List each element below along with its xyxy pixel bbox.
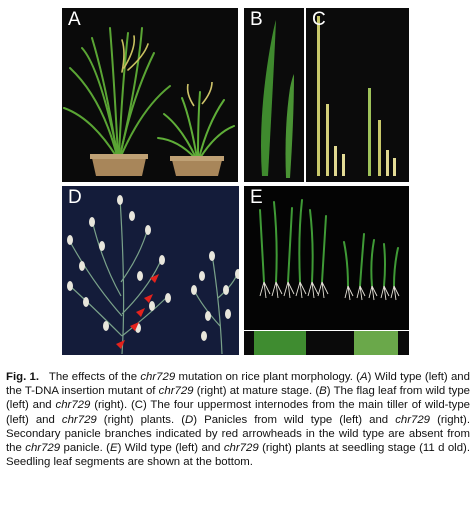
panel-b-flag-leaf: B (244, 8, 304, 182)
red-arrowhead-marker (130, 322, 139, 331)
mature-plants-photo (63, 27, 235, 176)
caption-text: ) Panicles from wild type (left) and (193, 413, 396, 426)
panel-label-e: E (250, 187, 263, 208)
caption-text: (right). (C) The four uppermost internod… (6, 399, 470, 426)
red-arrowhead-marker (136, 308, 145, 317)
internodes-photo (317, 16, 396, 176)
caption-text: ) The flag leaf from wild type (left) an… (6, 385, 470, 412)
gene-name: chr729 (61, 413, 97, 426)
seedling-leaf-segments (244, 331, 409, 355)
gene-name: chr729 (223, 442, 259, 455)
panel-ref-a: A (359, 371, 368, 383)
panel-ref-e: E (109, 442, 118, 455)
caption-text: ) Wild type (left) and (117, 442, 224, 455)
seedlings-photo (259, 199, 400, 301)
panel-label-a: A (68, 9, 81, 30)
panel-a-mature-plants: A (62, 8, 238, 182)
gene-name: chr729 (140, 371, 176, 383)
panel-label-b: B (250, 9, 263, 30)
caption-text: The effects of the (48, 371, 141, 383)
panel-label-d: D (68, 187, 82, 208)
caption-text: ) Wild type (left) and the T-DNA inserti… (6, 371, 470, 398)
caption-text: (right). Secondary panicle branches indi… (6, 413, 470, 455)
gene-name: chr729 (25, 442, 61, 455)
caption-text: panicle. ( (60, 442, 110, 455)
panicles-photo (67, 195, 239, 355)
red-arrowhead-marker (144, 294, 153, 303)
flag-leaf-photo (261, 20, 294, 178)
red-arrowhead-marker (150, 274, 159, 283)
panel-label-c: C (312, 9, 326, 30)
red-arrowhead-marker (116, 340, 125, 349)
figure-label: Fig. 1. (6, 371, 40, 383)
gene-name: chr729 (55, 399, 91, 412)
panel-ref-b: B (319, 385, 327, 398)
gene-name: chr729 (158, 385, 194, 398)
figure-caption: Fig. 1. The effects of the chr729 mutati… (6, 370, 470, 469)
panel-e-seedlings: E (244, 186, 409, 330)
leaf-segments-photo (254, 331, 398, 355)
caption-text: (right) at mature stage. ( (193, 385, 320, 398)
panel-ref-d: D (185, 413, 194, 426)
caption-text: (right) plants at seedling stage (11 d o… (6, 442, 470, 469)
gene-name: chr729 (395, 413, 431, 426)
caption-text: mutation on rice plant morphology. ( (175, 371, 360, 383)
panel-c-internodes: C (306, 8, 409, 182)
caption-text: (right) plants. ( (96, 413, 186, 426)
caption-paragraph: Fig. 1. The effects of the chr729 mutati… (6, 370, 470, 469)
panel-d-panicles: D (62, 186, 239, 355)
